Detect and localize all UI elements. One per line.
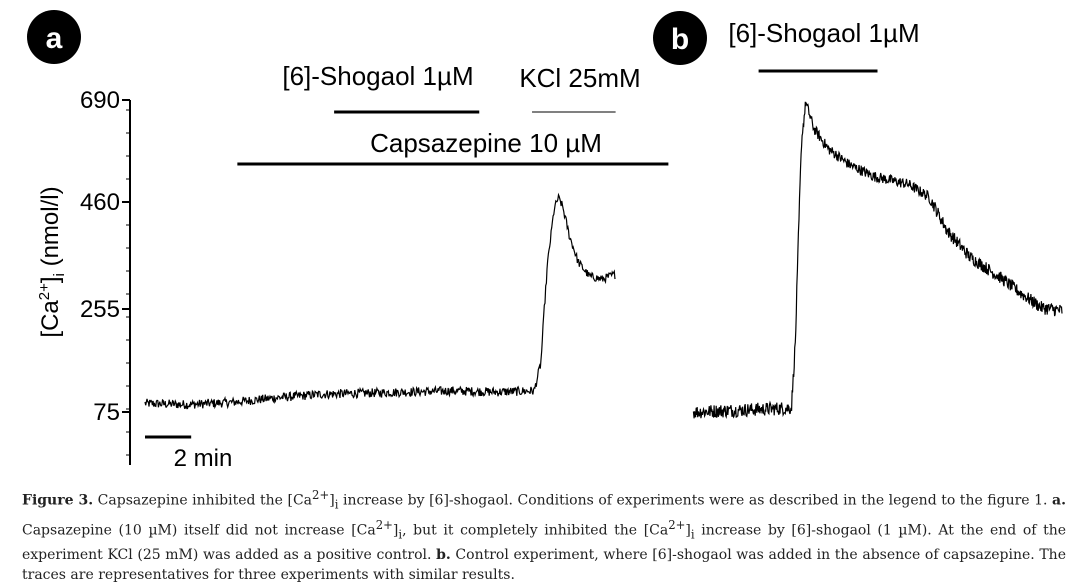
y-tick-label: 690 bbox=[80, 87, 120, 114]
caption-end-1: increase by [6]-shogaol. Conditions of e… bbox=[338, 492, 1053, 509]
caption-sub-1: i bbox=[334, 497, 339, 512]
caption-b-label: b. bbox=[436, 546, 451, 563]
y-axis-label: [Ca2+]i (nmol/l) bbox=[36, 186, 68, 337]
caption-sup-1: 2+ bbox=[312, 488, 330, 502]
caption-mid-2: ] bbox=[392, 522, 399, 539]
caption-sup-3: 2+ bbox=[668, 517, 686, 532]
shogaol-label-b: [6]-Shogaol 1µM bbox=[728, 18, 919, 48]
caption-text-2: Capsazepine (10 µM) itself did not incre… bbox=[22, 522, 376, 539]
caption-a-label: a. bbox=[1052, 492, 1066, 509]
capsazepine-label: Capsazepine 10 µM bbox=[370, 128, 602, 158]
panel-a-badge: a bbox=[27, 10, 81, 64]
figure-3: a b 75 255 460 690 [Ca2+]i (nmol/l) [6]-Sho… bbox=[27, 10, 1063, 472]
shogaol-label-a: [6]-Shogaol 1µM bbox=[282, 61, 473, 91]
y-tick-label: 255 bbox=[80, 296, 120, 323]
kcl-label: KCl 25mM bbox=[519, 63, 640, 93]
panel-b-label: b bbox=[671, 23, 689, 56]
y-ticks: 75 255 460 690 bbox=[80, 87, 130, 456]
calcium-trace-b bbox=[692, 101, 1063, 419]
caption-mid-3: ] bbox=[685, 522, 691, 539]
time-scale-bar: 2 min bbox=[145, 435, 233, 472]
caption-text-1: Capsazepine inhibited the [Ca bbox=[97, 492, 313, 509]
caption-sub-2: i bbox=[398, 527, 403, 542]
panel-a-annotations: [6]-Shogaol 1µM KCl 25mM Capsazepine 10 … bbox=[237, 61, 669, 166]
caption-end-2: , but it completely inhibited the [Ca bbox=[402, 522, 669, 539]
ylabel-sup: 2+ bbox=[36, 283, 53, 300]
caption-text-4: Control experiment, where [6]-shogaol wa… bbox=[22, 546, 1066, 584]
caption-mid-1: ] bbox=[329, 492, 335, 509]
y-tick-label: 460 bbox=[80, 189, 120, 216]
ylabel-base: [Ca bbox=[37, 300, 64, 338]
ylabel-sub: i bbox=[51, 273, 68, 276]
figure-caption: Figure 3. Capsazepine inhibited the [Ca2… bbox=[22, 485, 1066, 586]
panel-a-y-axis: 75 255 460 690 [Ca2+]i (nmol/l) bbox=[36, 87, 131, 465]
scale-bar-label: 2 min bbox=[174, 445, 233, 472]
caption-figure-label: Figure 3. bbox=[22, 492, 94, 509]
panel-b-badge: b bbox=[653, 11, 707, 65]
panel-b-annotations: [6]-Shogaol 1µM bbox=[728, 18, 920, 73]
y-tick-label: 75 bbox=[93, 399, 120, 426]
ylabel-unit: (nmol/l) bbox=[37, 186, 64, 273]
calcium-trace-a bbox=[144, 192, 616, 410]
ylabel-mid: ] bbox=[37, 276, 64, 283]
panel-a-label: a bbox=[46, 22, 63, 55]
caption-sup-2: 2+ bbox=[375, 517, 393, 532]
caption-sub-3: i bbox=[690, 527, 695, 542]
caption-end-3: increase by [6]-shogaol (1 µM). At the e… bbox=[22, 522, 1066, 563]
